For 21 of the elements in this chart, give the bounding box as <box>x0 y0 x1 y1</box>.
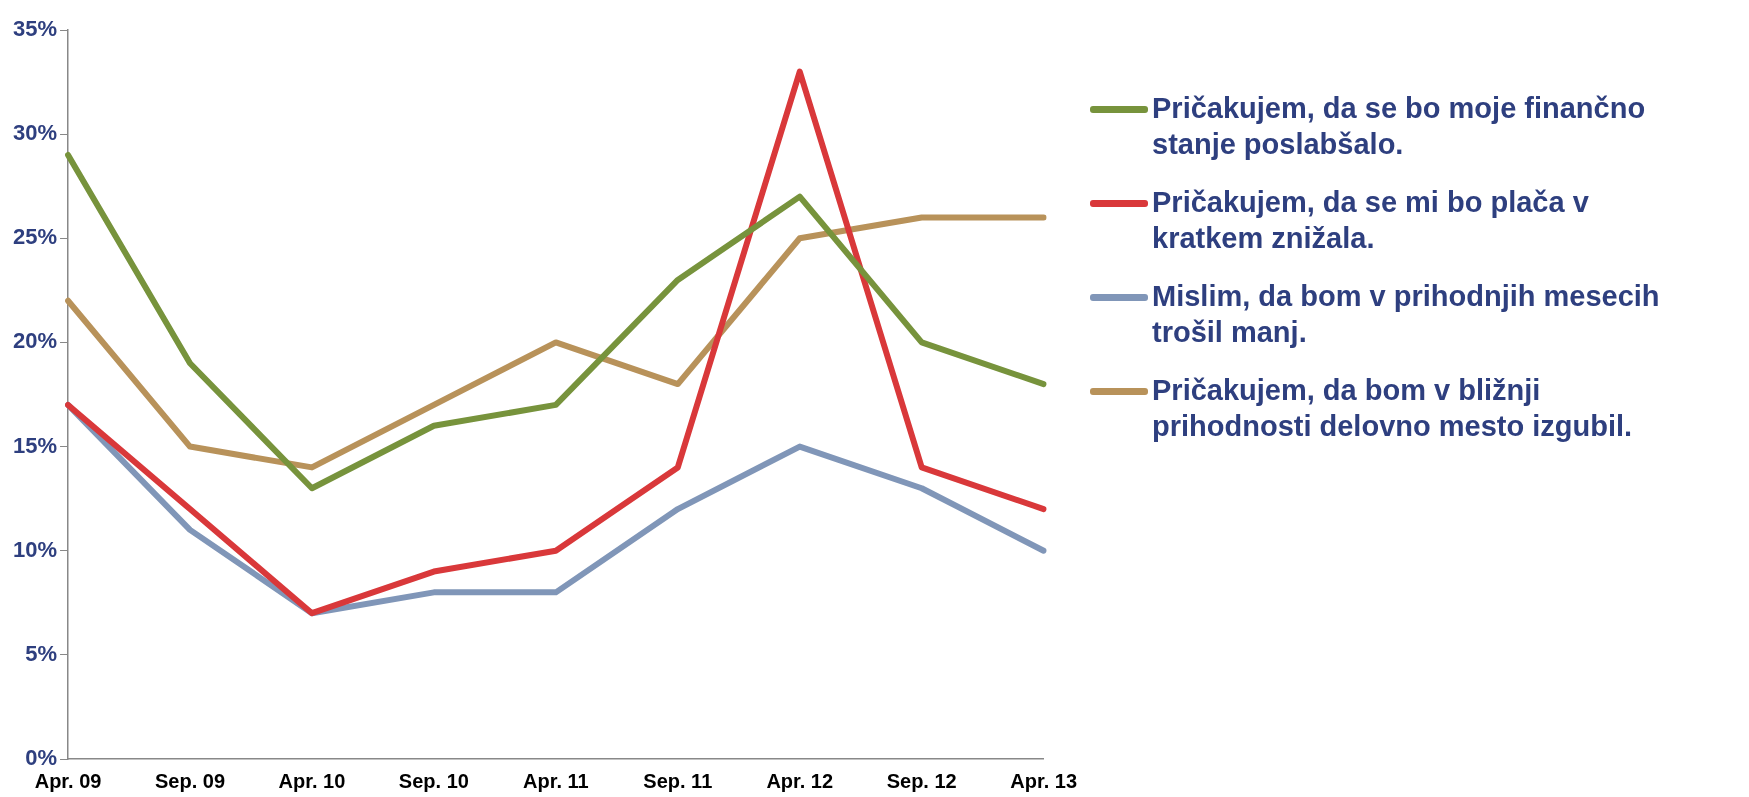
y-tick-label: 20% <box>12 328 58 354</box>
y-tick-label: 35% <box>12 16 58 42</box>
x-tick-label: Sep. 10 <box>398 769 469 792</box>
x-tick-label: Sep. 09 <box>154 769 226 792</box>
legend-label: Pričakujem, da bom v bližnji prihodnosti delovno mesto izgubil. <box>1152 373 1634 444</box>
x-tick-label: Sep. 12 <box>886 769 957 792</box>
legend-label: Pričakujem, da se bo moje finančno stanje poslabšalo. <box>1152 91 1647 162</box>
x-tick-label: Apr. 13 <box>1010 769 1077 792</box>
x-tick-label: Apr. 09 <box>34 769 102 792</box>
x-tick-label: Apr. 10 <box>278 769 346 792</box>
y-tick-label: 15% <box>12 432 58 458</box>
x-tick-label: Sep. 11 <box>643 769 713 792</box>
x-tick-label: Apr. 12 <box>766 769 834 792</box>
y-tick-label: 25% <box>12 224 58 250</box>
y-tick-label: 5% <box>25 640 58 666</box>
y-tick-label: 30% <box>12 120 58 146</box>
legend-label: Pričakujem, da se mi bo plača v kratkem znižala. <box>1152 185 1590 256</box>
legend-label: Mislim, da bom v prihodnjih mesecih trošil manj. <box>1152 279 1661 350</box>
y-tick-label: 10% <box>12 536 58 562</box>
x-tick-label: Apr. 11 <box>523 769 589 792</box>
y-tick-label: 0% <box>25 745 58 771</box>
